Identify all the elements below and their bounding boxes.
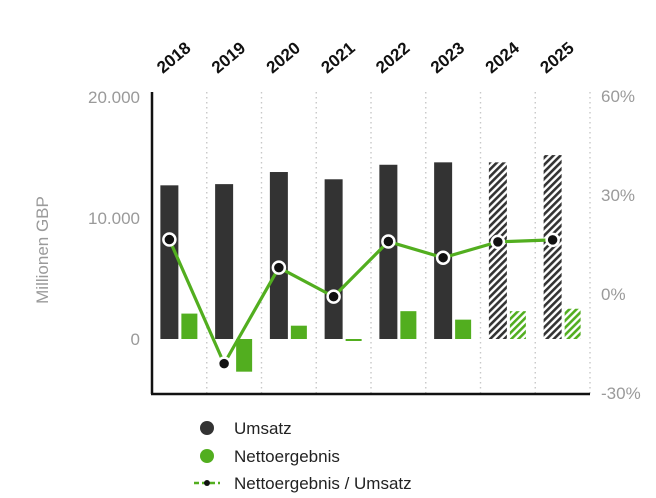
legend-label: Nettoergebnis / Umsatz <box>234 474 412 493</box>
grid-lines <box>206 92 591 394</box>
net-result-bar <box>345 339 362 341</box>
legend-revenue-marker <box>200 421 214 435</box>
y-axis-title: Millionen GBP <box>33 196 52 304</box>
ratio-point <box>216 356 232 371</box>
ratio-line <box>162 232 560 371</box>
revenue-bar <box>324 179 343 339</box>
x-tick-label: 2024 <box>482 38 524 77</box>
legend-net-marker <box>200 449 214 463</box>
net-result-bar <box>509 311 526 339</box>
revenue-bar <box>160 185 179 339</box>
ratio-point <box>162 232 177 247</box>
ratio-point <box>435 250 451 265</box>
net-result-bar <box>290 325 307 339</box>
revenue-bar <box>215 184 234 339</box>
ratio-point <box>271 260 287 275</box>
x-tick-label: 2025 <box>536 38 577 77</box>
ratio-point <box>381 234 396 249</box>
y2-tick-label: -30% <box>601 384 641 403</box>
bars <box>160 155 581 372</box>
net-result-bar <box>181 313 198 339</box>
net-result-bar <box>564 308 581 339</box>
x-tick-label: 2020 <box>263 38 304 77</box>
net-result-bar <box>236 339 253 372</box>
ratio-point <box>326 289 341 304</box>
y2-tick-label: 0% <box>601 285 626 304</box>
legend-label: Nettoergebnis <box>234 447 340 466</box>
y2-tick-label: 60% <box>601 87 635 106</box>
legend-ratio-marker <box>204 480 210 486</box>
legend: Umsatz Nettoergebnis Nettoergebnis / Umsat… <box>194 419 412 493</box>
net-result-bar <box>455 319 472 339</box>
revenue-bar <box>488 162 507 339</box>
y-tick-label: 20.000 <box>88 88 140 107</box>
ratio-line-path <box>167 238 553 366</box>
y2-tick-label: 30% <box>601 186 635 205</box>
net-result-bar <box>400 311 417 339</box>
y-tick-label: 10.000 <box>88 209 140 228</box>
revenue-bar <box>269 172 288 339</box>
y-tick-label: 0 <box>131 330 140 349</box>
revenue-bar <box>379 164 398 339</box>
x-tick-label: 2023 <box>427 38 468 77</box>
x-tick-label: 2021 <box>317 38 358 77</box>
ratio-point <box>545 232 560 248</box>
x-tick-label: 2019 <box>208 38 249 77</box>
axes <box>150 92 590 396</box>
x-tick-label: 2018 <box>153 38 194 77</box>
x-tick-label: 2022 <box>372 38 413 77</box>
legend-label: Umsatz <box>234 419 292 438</box>
ratio-point <box>490 234 506 250</box>
